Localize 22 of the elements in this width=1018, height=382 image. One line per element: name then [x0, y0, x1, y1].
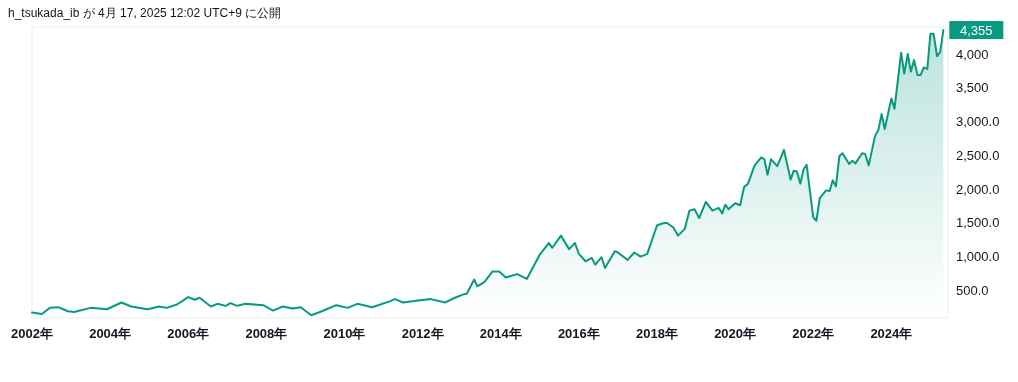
x-tick-label: 2012年 — [401, 326, 444, 341]
x-tick-label: 2010年 — [323, 326, 366, 341]
x-tick-label: 2024年 — [870, 326, 913, 341]
x-tick-label: 2022年 — [792, 326, 835, 341]
x-tick-label: 2004年 — [89, 326, 132, 341]
x-tick-label: 2006年 — [167, 326, 210, 341]
y-tick-label: 3,000.0 — [956, 114, 1000, 130]
x-tick-label: 2008年 — [245, 326, 288, 341]
y-tick-label: 4,000 — [956, 46, 989, 62]
y-tick-label: 2,500.0 — [956, 147, 1000, 163]
text: h_tsukada_ib が 4月 17, 2025 12:02 UTC+9 に公開 — [8, 6, 282, 20]
annotation: 4,355 — [960, 22, 993, 38]
y-tick-label: 2,000.0 — [956, 181, 1000, 197]
x-tick-label: 2014年 — [479, 326, 522, 341]
y-tick-label: 500.0 — [956, 282, 989, 298]
y-tick-label: 1,000.0 — [956, 249, 1000, 265]
x-tick-label: 2002年 — [11, 326, 53, 341]
x-tick-label: 2018年 — [636, 326, 678, 341]
x-tick-label: 2016年 — [557, 326, 600, 341]
x-tick-label: 2020年 — [714, 326, 757, 341]
y-tick-label: 1,500.0 — [956, 215, 1000, 231]
y-tick-label: 3,500 — [956, 80, 989, 96]
